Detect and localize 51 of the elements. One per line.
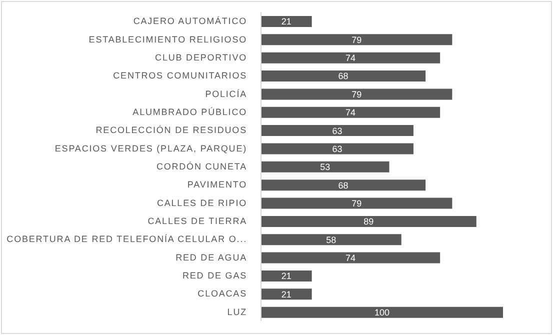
y-tick-label: ESPACIOS VERDES (PLAZA, PARQUE) — [54, 143, 247, 154]
bar — [261, 125, 414, 136]
y-tick-label: RED DE AGUA — [176, 252, 247, 262]
bar — [261, 52, 440, 64]
bar — [261, 70, 426, 82]
bar — [261, 106, 440, 118]
data-label: 79 — [352, 198, 362, 208]
y-tick-label: CENTROS COMUNITARIOS — [113, 70, 247, 81]
y-tick-label: ALUMBRADO PÚBLICO — [132, 106, 247, 117]
bar — [261, 198, 452, 209]
bar — [261, 180, 426, 191]
data-label: 68 — [338, 71, 348, 82]
data-label: 74 — [346, 252, 356, 263]
y-tick-label: CORDÓN CUNETA — [156, 162, 247, 172]
y-tick-label: CALLES DE RIPIO — [156, 198, 247, 208]
y-tick-label: ESTABLECIMIENTO RELIGIOSO — [88, 34, 247, 44]
data-label: 21 — [281, 289, 292, 300]
data-label: 79 — [352, 89, 362, 100]
bar — [261, 252, 440, 264]
bar — [261, 270, 312, 282]
y-tick-label: CAJERO AUTOMÁTICO — [133, 16, 247, 26]
bar — [261, 216, 476, 227]
y-tick-label: RECOLECCIÓN DE RESIDUOS — [96, 125, 247, 136]
y-tick-label: CLOACAS — [198, 288, 247, 299]
bar — [261, 234, 402, 246]
data-label: 21 — [281, 16, 292, 27]
data-label: 79 — [352, 34, 362, 45]
data-label: 100 — [374, 308, 390, 318]
bar — [261, 161, 390, 172]
data-label: 74 — [346, 53, 356, 64]
bar — [261, 306, 503, 318]
bar — [261, 34, 452, 46]
data-label: 53 — [320, 162, 330, 172]
data-label: 58 — [326, 234, 336, 245]
data-label: 68 — [338, 180, 348, 190]
y-tick-label: RED DE GAS — [182, 270, 247, 281]
bar — [261, 288, 312, 300]
y-tick-label: CLUB DEPORTIVO — [155, 52, 247, 62]
bar — [261, 88, 452, 100]
y-tick-label: PAVIMENTO — [187, 180, 247, 190]
bar — [261, 16, 312, 27]
data-label: 21 — [281, 271, 292, 282]
y-tick-label: CALLES DE TIERRA — [148, 216, 247, 226]
data-label: 63 — [332, 126, 342, 136]
data-label: 74 — [346, 108, 356, 118]
bar — [261, 143, 414, 154]
y-tick-label: COBERTURA DE RED TELEFONÍA CELULAR O... — [6, 234, 247, 244]
data-label: 63 — [332, 144, 342, 154]
data-label: 89 — [364, 216, 374, 227]
y-tick-label: LUZ — [227, 306, 247, 317]
y-tick-label: POLICÍA — [205, 88, 247, 99]
